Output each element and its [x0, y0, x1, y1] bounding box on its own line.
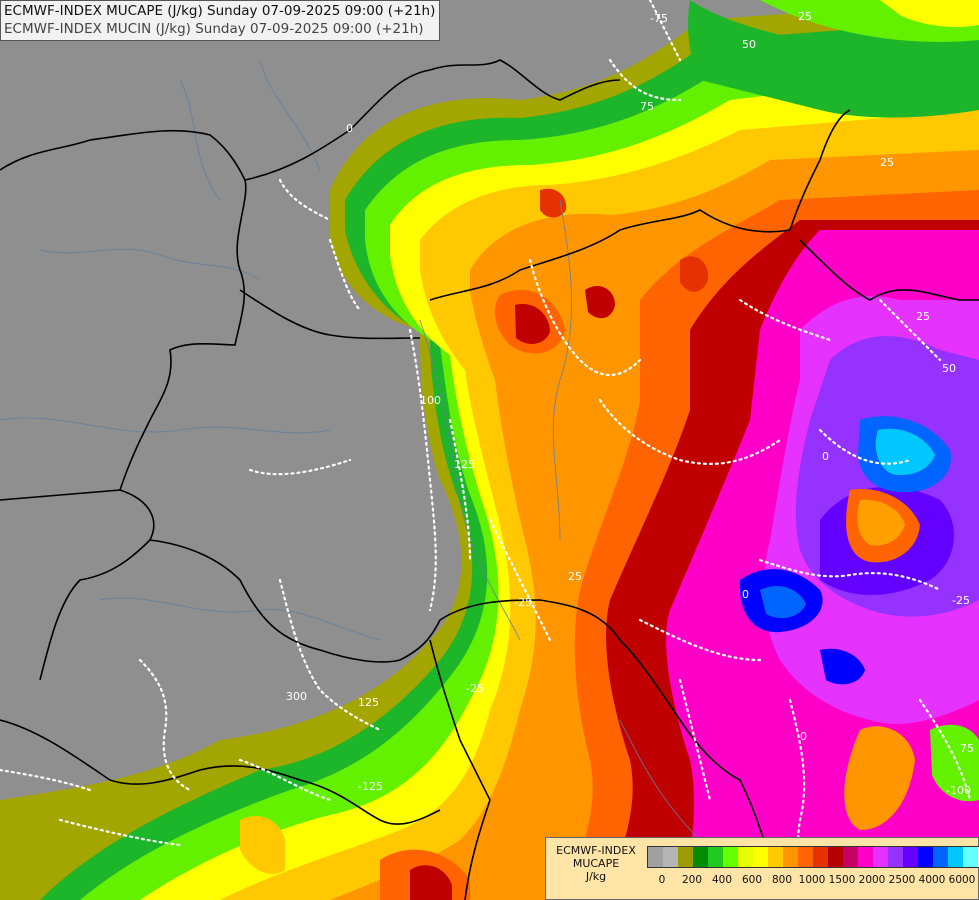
contour-label: -75: [650, 12, 668, 25]
legend-tick-label: 1000: [798, 874, 826, 886]
color-legend: ECMWF-INDEX MUCAPE J/kg 0 200 400 600 800 100…: [545, 837, 979, 900]
map-title-mucin: ECMWF-INDEX MUCIN (J/kg) Sunday 07-09-20…: [4, 21, 424, 37]
legend-tick-label: 1500: [828, 874, 856, 886]
legend-label-unit: J/kg: [585, 870, 607, 883]
contour-label: 25: [916, 310, 930, 323]
legend-tick-label: 6000: [948, 874, 976, 886]
contour-label: 0: [742, 588, 749, 601]
legend-tick-label: 2500: [888, 874, 916, 886]
legend-swatch: [963, 847, 978, 867]
contour-label: 125: [454, 458, 475, 471]
legend-swatch: [858, 847, 873, 867]
legend-swatch: [948, 847, 963, 867]
contour-label: 50: [742, 38, 756, 51]
legend-swatch: [723, 847, 738, 867]
contour-label: 25: [568, 570, 582, 583]
legend-swatch: [783, 847, 798, 867]
legend-swatch: [693, 847, 708, 867]
legend-swatch: [903, 847, 918, 867]
legend-tick-label: 800: [771, 874, 793, 886]
contour-label: -25: [466, 682, 484, 695]
legend-tick-label: 0: [658, 874, 666, 886]
legend-swatch: [843, 847, 858, 867]
legend-label-model: ECMWF-INDEX: [556, 844, 636, 857]
contour-label: -100: [946, 784, 971, 797]
contour-label: 300: [286, 690, 307, 703]
legend-swatch: [933, 847, 948, 867]
contour-label: 25: [798, 10, 812, 23]
legend-label-field: MUCAPE: [572, 857, 620, 870]
legend-swatch: [663, 847, 678, 867]
contour-label: 100: [420, 394, 441, 407]
legend-tick-label: 200: [681, 874, 703, 886]
map-title-mucape: ECMWF-INDEX MUCAPE (J/kg) Sunday 07-09-2…: [4, 3, 436, 19]
legend-tick-label: 600: [741, 874, 763, 886]
contour-label: 0: [800, 730, 807, 743]
legend-swatch: [678, 847, 693, 867]
legend-swatch: [738, 847, 753, 867]
map-title-box: ECMWF-INDEX MUCAPE (J/kg) Sunday 07-09-2…: [0, 0, 441, 41]
legend-swatch: [813, 847, 828, 867]
legend-swatch: [648, 847, 663, 867]
contour-label: 50: [942, 362, 956, 375]
legend-color-bar: [647, 846, 979, 868]
contour-label: -125: [358, 780, 383, 793]
contour-label: 75: [960, 742, 974, 755]
legend-swatch: [798, 847, 813, 867]
contour-label: 25: [880, 156, 894, 169]
contour-label: -25: [514, 596, 532, 609]
contour-label: 0: [346, 122, 353, 135]
contour-label: -25: [952, 594, 970, 607]
legend-swatch: [888, 847, 903, 867]
legend-swatch: [918, 847, 933, 867]
legend-swatch: [708, 847, 723, 867]
legend-tick-label: 4000: [918, 874, 946, 886]
legend-swatch: [753, 847, 768, 867]
legend-swatch: [873, 847, 888, 867]
legend-swatch: [768, 847, 783, 867]
contour-label: 125: [358, 696, 379, 709]
legend-swatch: [828, 847, 843, 867]
legend-label: ECMWF-INDEX MUCAPE J/kg: [546, 844, 646, 883]
legend-tick-label: 400: [711, 874, 733, 886]
contour-label: 0: [822, 450, 829, 463]
legend-tick-label: 2000: [858, 874, 886, 886]
contour-label: 75: [640, 100, 654, 113]
